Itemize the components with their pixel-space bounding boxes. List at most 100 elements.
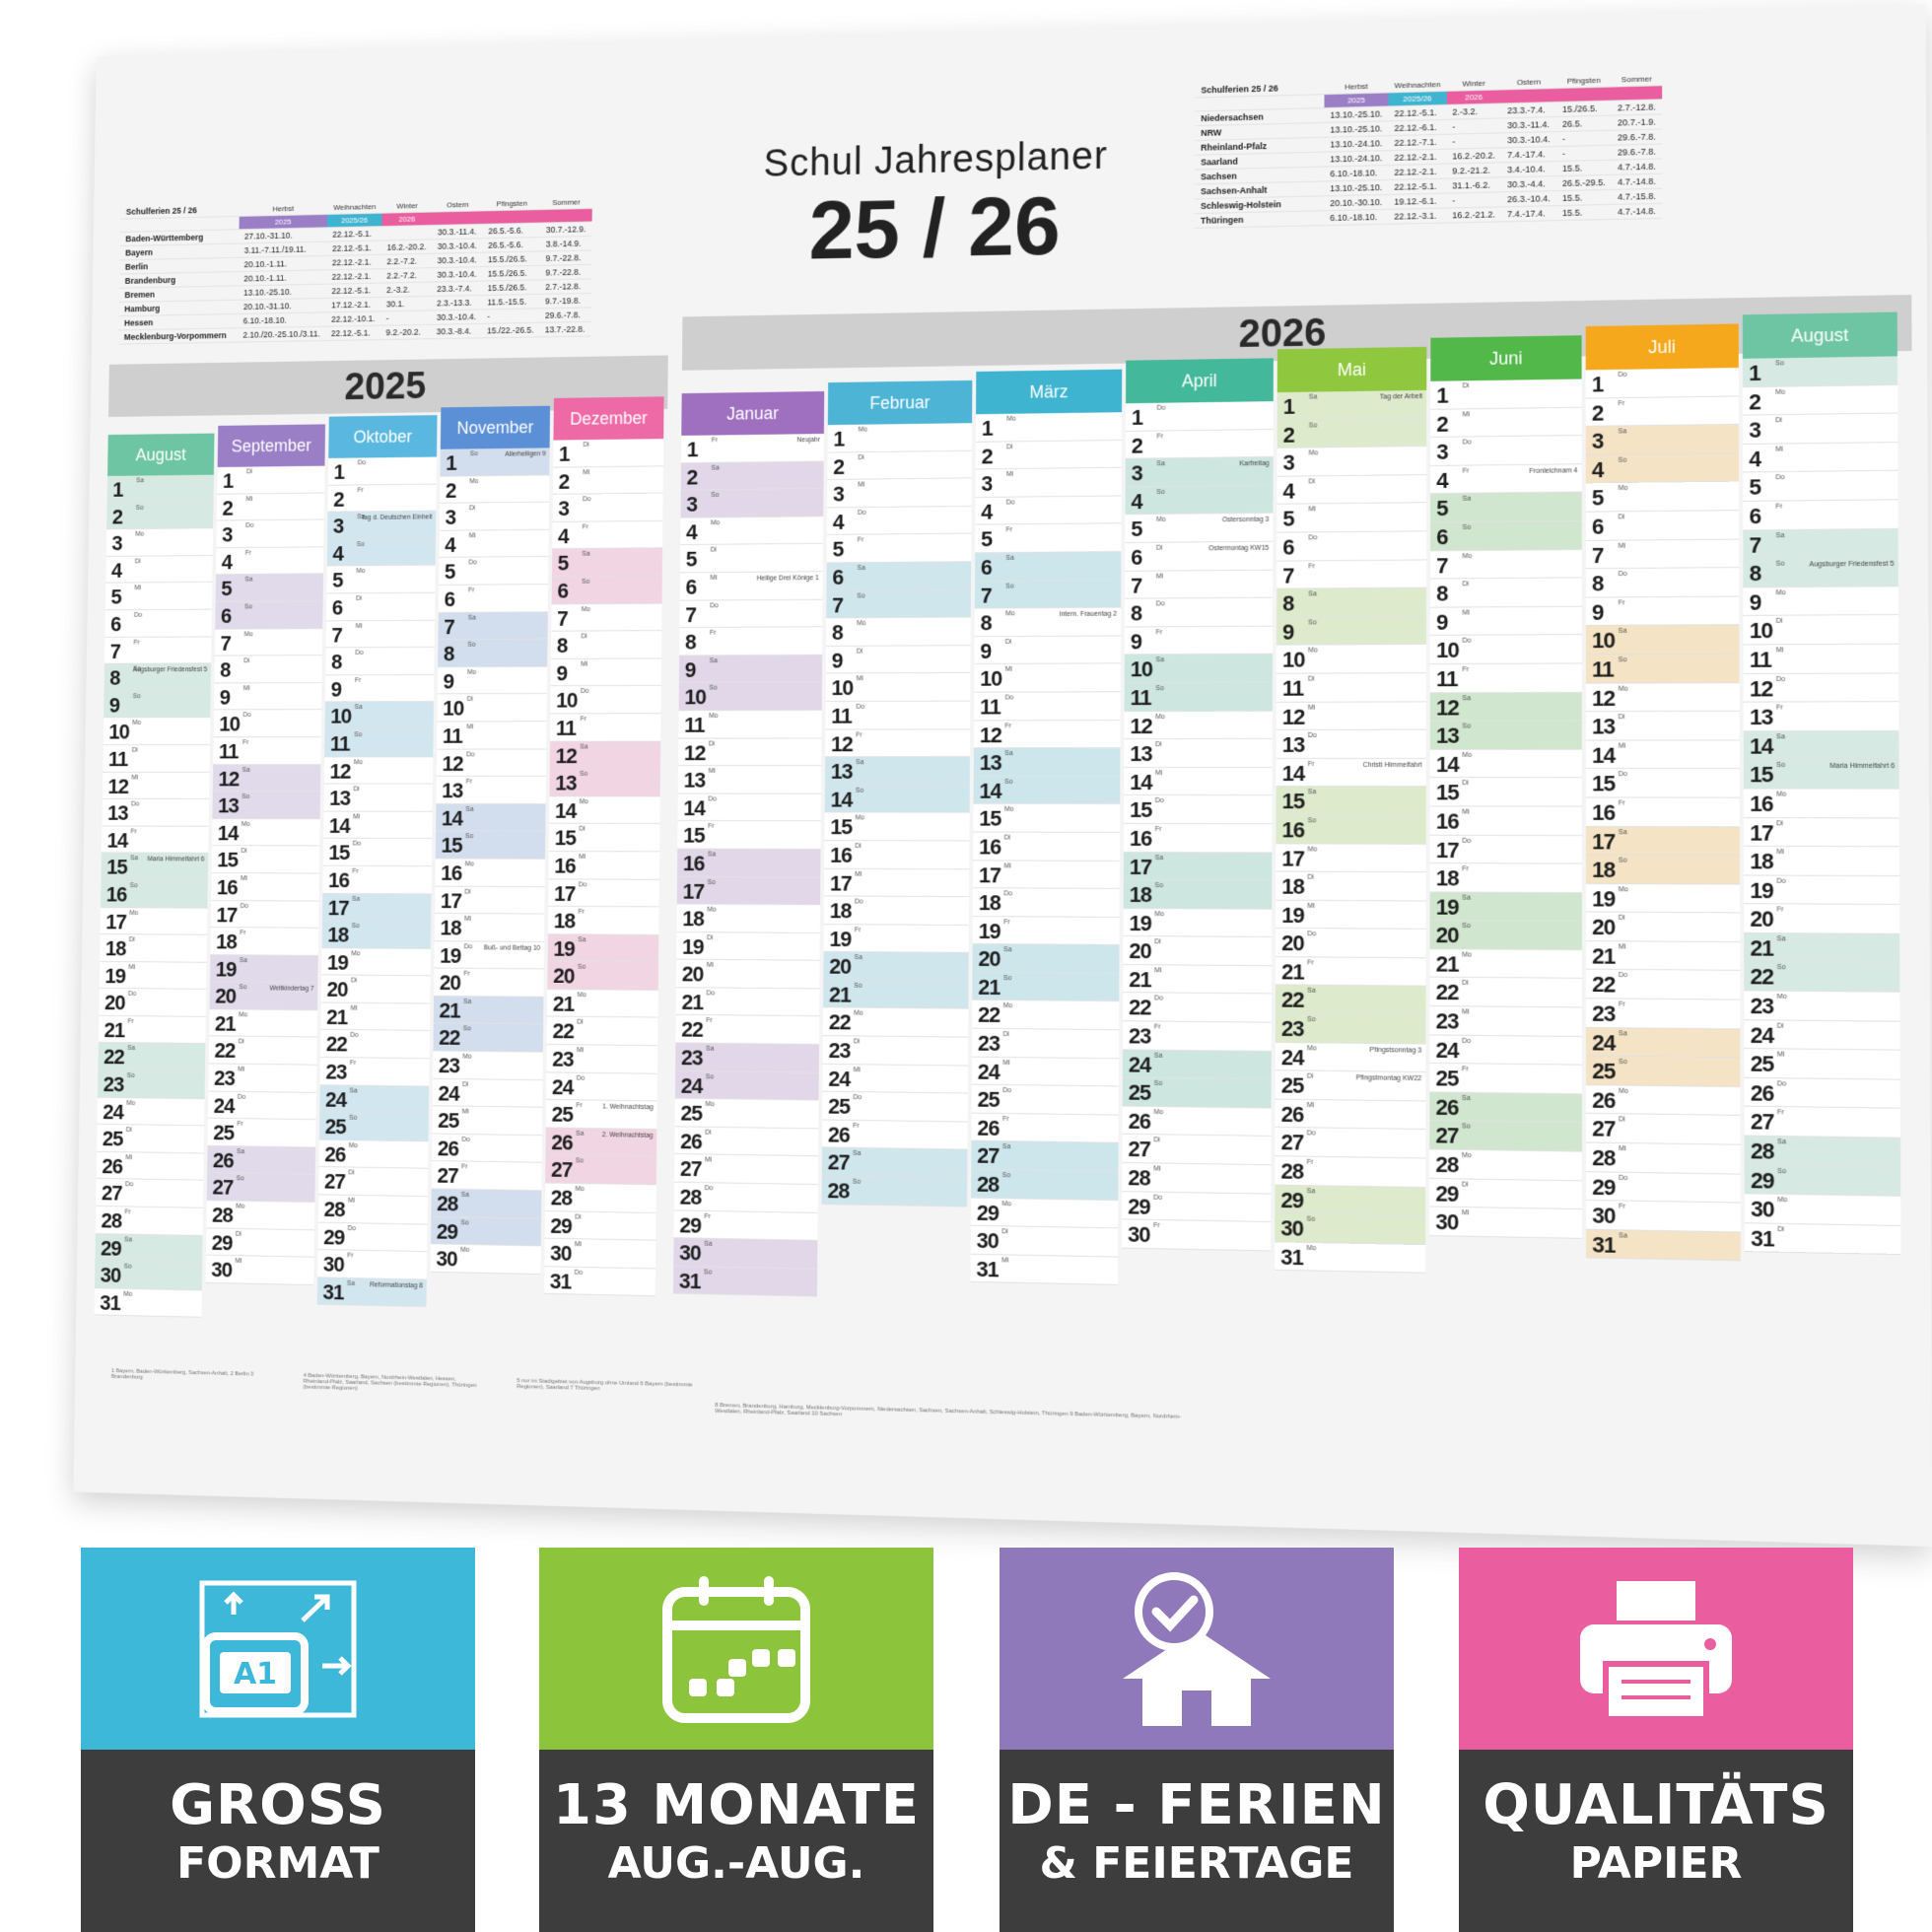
day-number: 13: [980, 750, 1001, 776]
day-cell: 31 Mo: [1275, 1242, 1425, 1274]
holiday-range: 22.12.-5.1.: [1389, 104, 1447, 120]
tile-holidays-line2: & FEIERTAGE: [1000, 1836, 1394, 1892]
holiday-year-header: [432, 211, 483, 226]
weekday-label: Do: [353, 841, 361, 848]
day-cell: 24 Sa: [1586, 1028, 1740, 1059]
day-cell: 9 Mo: [1743, 586, 1898, 616]
day-cell: 8 Do: [1125, 598, 1273, 627]
day-number: 20: [553, 964, 575, 990]
weekday-label: So: [1156, 489, 1165, 496]
day-number: 11: [219, 739, 239, 764]
weekday-label: Do: [855, 899, 863, 906]
day-number: 27: [1435, 1123, 1458, 1149]
weekday-label: Di: [1776, 820, 1783, 827]
day-cell: 24 Mi: [972, 1057, 1119, 1086]
day-number: 26: [680, 1129, 702, 1154]
day-cell: 16 Mo: [435, 859, 545, 886]
day-number: 10: [108, 720, 129, 744]
day-cell: 13 Di: [323, 785, 432, 812]
day-cell: 14 Sa: [1744, 731, 1899, 760]
holiday-year-header: 2026: [1446, 90, 1501, 104]
day-cell: 26 Mo: [1123, 1106, 1272, 1137]
holiday-table: Schulferien 25 / 26 Herbst Weihnachten Wint…: [1195, 71, 1662, 229]
day-cell: 17 Do: [211, 901, 319, 929]
weekday-label: Sa: [1776, 733, 1785, 740]
day-cell: 30 So: [95, 1261, 202, 1290]
day-number: 24: [828, 1067, 850, 1092]
weekday-label: Di: [1775, 417, 1782, 424]
day-number: 23: [214, 1066, 235, 1090]
weekday-label: Mi: [1619, 742, 1626, 749]
day-cell: 27 Di: [1586, 1114, 1740, 1145]
day-number: 23: [439, 1054, 459, 1079]
day-number: 3: [333, 515, 344, 539]
day-cell: 11 So: [324, 729, 433, 757]
day-cell: 5 Sa: [216, 575, 323, 602]
day-number: 19: [440, 943, 460, 969]
month-column-februar: Februar 1 Mo 2 Di 3 Mi 4 Do 5 Fr 6 Sa 7 So 8 Mo 9 Di 10 Mi 11…: [822, 380, 973, 1207]
tile-months: 13 MONATE AUG.-AUG.: [539, 1548, 933, 1932]
day-number: 20: [104, 991, 125, 1015]
weekday-label: Fr: [242, 739, 248, 746]
day-number: 15: [441, 833, 461, 858]
day-number: 4: [1592, 457, 1604, 483]
holiday-range: 2.7.-12.8.: [1612, 100, 1662, 115]
day-number: 20: [978, 946, 1000, 972]
holiday-note: Augsburger Friedensfest 5: [133, 666, 208, 673]
day-number: 16: [1592, 799, 1615, 825]
day-cell: 18 Mi: [435, 914, 545, 942]
day-number: 18: [830, 898, 852, 924]
feature-tiles: A1 GROSS FORMAT 13 MONATE AUG.-AUG.: [81, 1548, 1855, 1932]
weekday-label: Do: [1618, 372, 1626, 379]
day-number: 14: [1750, 733, 1772, 760]
title-line-1: Schul Jahresplaner: [735, 134, 1137, 187]
day-number: 21: [1436, 951, 1459, 978]
day-number: 17: [441, 888, 461, 913]
weekday-label: So: [133, 693, 141, 700]
day-number: 24: [325, 1087, 346, 1113]
day-number: 31: [976, 1257, 998, 1283]
day-cell: 17 Do: [1430, 835, 1582, 863]
weekday-label: Fr: [134, 639, 140, 646]
weekday-label: Mo: [580, 798, 588, 805]
day-number: 8: [444, 642, 454, 666]
weekday-label: Mi: [1155, 770, 1162, 777]
day-cell: 26 Sa 2. Weihnachtstag: [545, 1128, 656, 1157]
weekday-label: Fr: [1462, 865, 1469, 872]
weekday-label: Mo: [1155, 714, 1165, 721]
weekday-label: So: [237, 1176, 244, 1183]
tile-holidays: DE - FERIEN & FEIERTAGE: [1000, 1548, 1394, 1932]
day-cell: 23 Mi: [1429, 1006, 1581, 1037]
day-number: 23: [978, 1031, 1000, 1057]
weekday-label: So: [580, 771, 587, 778]
weekday-label: Mo: [1776, 791, 1786, 797]
day-cell: 20 Di: [321, 976, 431, 1004]
month-column-juni: Juni 1 Di 2 Mi 3 Do 4 Fr Fronleichnam 4 5 Sa 6 So 7 Mo 8…: [1429, 335, 1582, 1238]
day-cell: 11 So: [1586, 655, 1740, 684]
weekday-label: Mi: [1153, 1165, 1160, 1172]
day-cell: 16 Di: [973, 832, 1120, 861]
day-cell: 25 Mi: [432, 1106, 542, 1136]
holiday-col-header: Pfingsten: [483, 196, 541, 211]
day-cell: 23 Di: [972, 1029, 1119, 1059]
weekday-label: Mo: [469, 478, 478, 485]
weekday-label: Mi: [466, 724, 473, 730]
day-number: 28: [1128, 1165, 1150, 1192]
day-cell: 2 Fr: [328, 484, 437, 513]
weekday-label: Do: [466, 751, 474, 758]
weekday-label: So: [357, 541, 365, 548]
day-number: 15: [1750, 762, 1772, 789]
weekday-label: Sa: [1619, 1030, 1627, 1037]
day-cell: 18 Fr: [548, 907, 659, 935]
day-number: 22: [104, 1045, 124, 1070]
tile-format-text: GROSS FORMAT: [81, 1750, 475, 1932]
weekday-label: Do: [581, 688, 589, 695]
day-cell: 13 So: [1430, 721, 1582, 749]
weekday-label: So: [242, 794, 249, 800]
weekday-label: Mi: [1619, 943, 1626, 950]
day-number: 22: [552, 1019, 574, 1045]
weekday-label: Mi: [462, 1109, 469, 1116]
day-cell: 3 Sa Karfreitag: [1126, 457, 1274, 487]
weekday-label: Mo: [1462, 752, 1472, 759]
day-number: 28: [551, 1186, 573, 1211]
